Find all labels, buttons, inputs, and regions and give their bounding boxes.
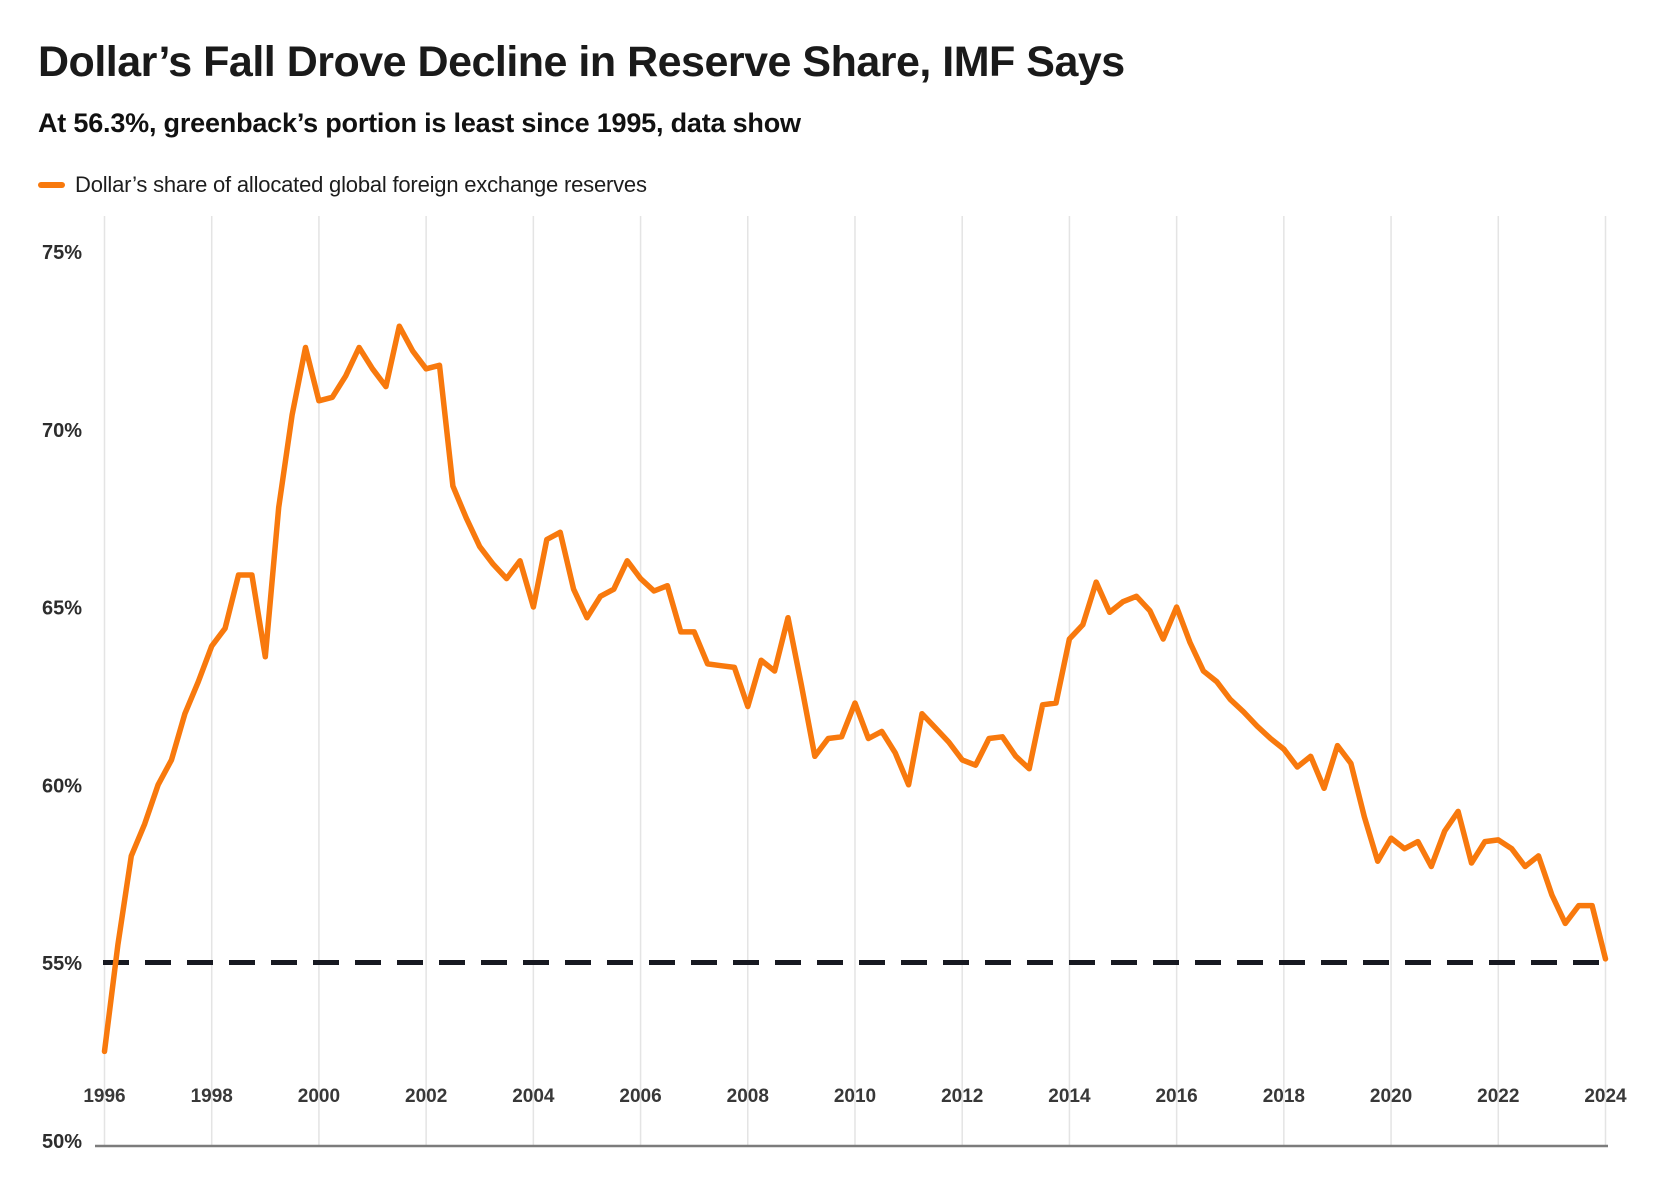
legend-line-swatch [38, 182, 65, 188]
chart-subtitle: At 56.3%, greenback’s portion is least s… [38, 108, 801, 138]
y-tick-label: 75% [42, 242, 82, 264]
x-tick-label: 2000 [298, 1086, 340, 1107]
y-tick-label: 60% [42, 775, 82, 797]
x-tick-label: 2002 [405, 1086, 447, 1107]
y-tick-label: 50% [42, 1131, 82, 1153]
y-tick-label: 70% [42, 420, 82, 442]
x-tick-label: 2004 [512, 1086, 555, 1107]
x-tick-label: 2010 [834, 1086, 876, 1107]
x-tick-label: 2018 [1263, 1086, 1305, 1107]
x-tick-label: 2024 [1584, 1086, 1627, 1107]
x-tick-label: 2008 [727, 1086, 769, 1107]
x-tick-label: 1996 [83, 1086, 125, 1107]
x-tick-label: 2022 [1477, 1086, 1519, 1107]
y-tick-label: 55% [42, 953, 82, 975]
y-tick-label: 65% [42, 598, 82, 620]
x-tick-label: 2014 [1048, 1086, 1091, 1107]
x-tick-label: 2020 [1370, 1086, 1412, 1107]
legend: Dollar’s share of allocated global forei… [38, 172, 647, 198]
reserve-share-line [101, 323, 1609, 1055]
chart-title: Dollar’s Fall Drove Decline in Reserve S… [38, 38, 1125, 86]
x-tick-label: 2012 [941, 1086, 983, 1107]
x-tick-label: 1998 [191, 1086, 233, 1107]
x-tick-label: 2006 [619, 1086, 661, 1107]
legend-label: Dollar’s share of allocated global forei… [75, 172, 647, 197]
x-tick-label: 2016 [1155, 1086, 1197, 1107]
